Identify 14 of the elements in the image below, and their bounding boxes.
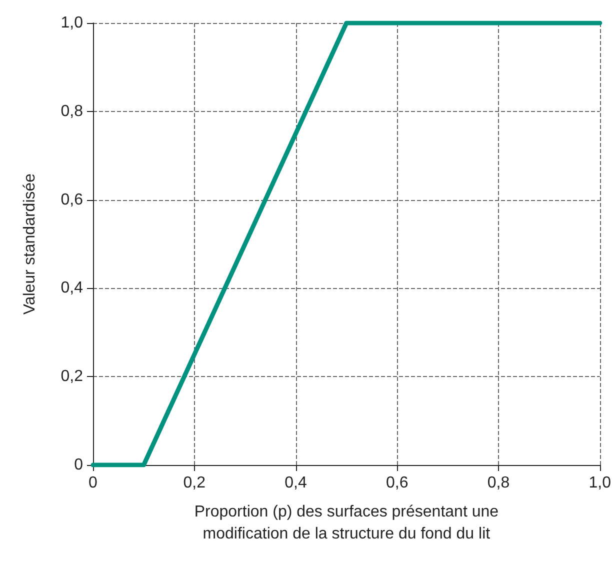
- x-tick-label: 0: [88, 474, 98, 492]
- y-tick-label: 0,2: [60, 368, 84, 386]
- x-tick-label: 1,0: [588, 474, 612, 492]
- y-tick-label: 1,0: [60, 14, 84, 32]
- x-tick-label: 0,8: [487, 474, 510, 492]
- y-tick-label: 0,8: [60, 102, 84, 120]
- y-tick-label: 0,4: [60, 280, 84, 297]
- y-tick-label: 0,6: [60, 191, 84, 208]
- x-tick-label: 0,6: [386, 474, 408, 492]
- y-axis-title: Valeur standardisée: [22, 173, 38, 315]
- x-tick-label: 0,2: [183, 474, 206, 492]
- y-tick-label: 0: [74, 456, 84, 474]
- x-axis-title: Proportion (p) des surfaces présentant une modification de la structure du fond du lit: [194, 504, 499, 542]
- x-tick-label: 0,4: [284, 474, 307, 492]
